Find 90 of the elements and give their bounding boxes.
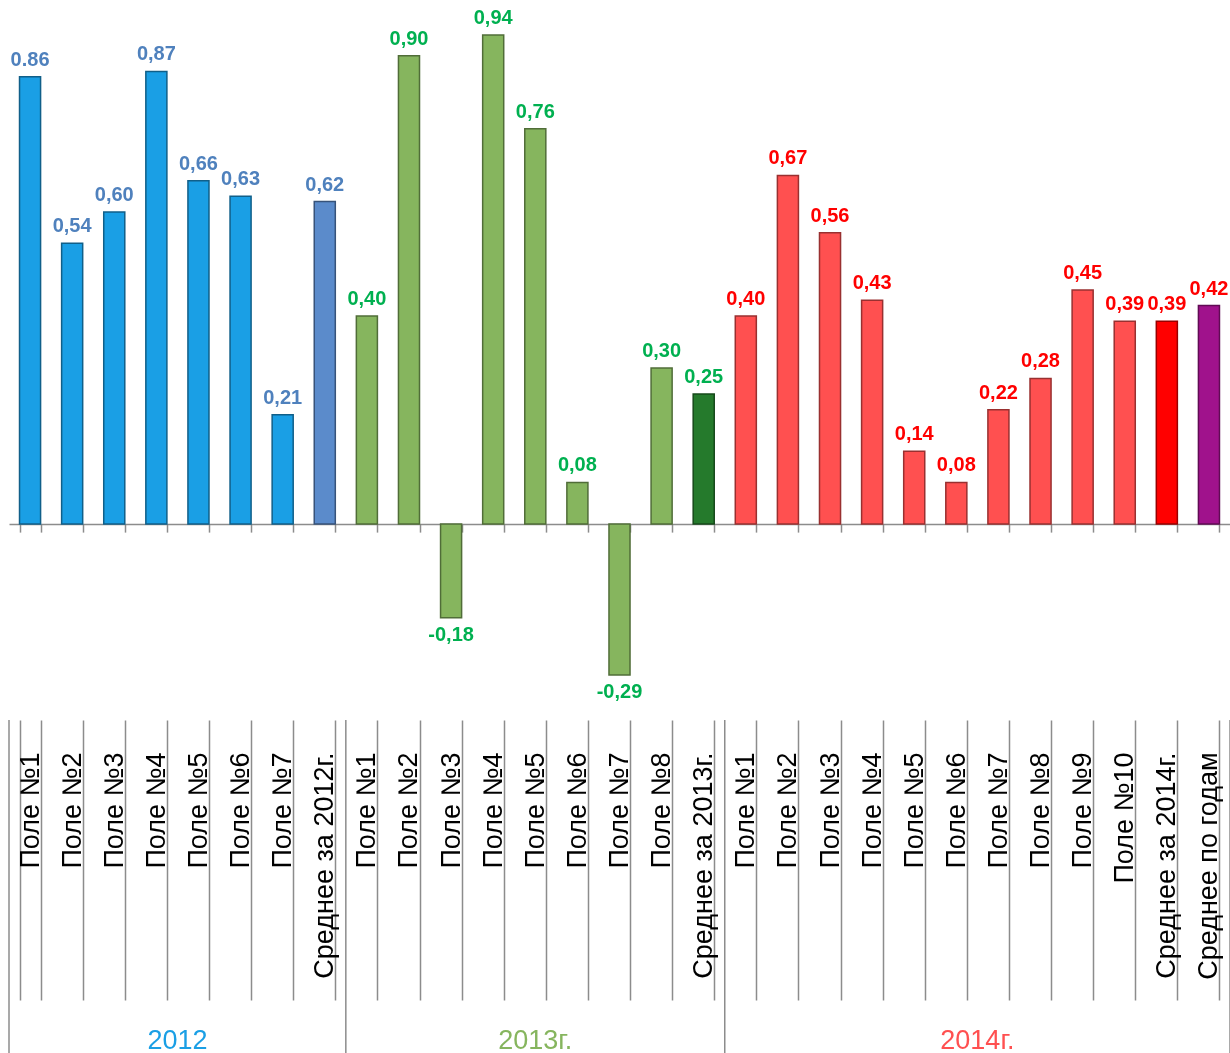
data-label: 0,30: [642, 339, 682, 362]
data-label: 0,87: [136, 42, 176, 65]
data-label: 0,22: [978, 380, 1018, 403]
bar: [18, 75, 42, 525]
bar: [902, 450, 926, 525]
bar: [355, 315, 379, 525]
x-tick-label: Поле №6: [561, 752, 592, 869]
data-label: 0,45: [1063, 260, 1103, 283]
data-label: 0,66: [179, 151, 218, 174]
bar: [608, 523, 631, 676]
data-label: 0,67: [768, 146, 808, 169]
data-label: 0,56: [810, 203, 850, 226]
x-tick-label: Поле №4: [477, 752, 508, 869]
data-label: 0,63: [221, 167, 261, 190]
data-label: 0,14: [894, 422, 935, 445]
text: 2012: [147, 1025, 208, 1053]
bar: [187, 179, 210, 525]
text: 2014г.: [940, 1025, 1015, 1053]
x-tick-label: Поле №8: [646, 752, 677, 869]
bar: [439, 523, 463, 619]
x-tick-label: Поле №2: [393, 752, 424, 869]
bar: [1113, 320, 1137, 525]
data-label: 0,40: [726, 286, 766, 309]
bar: [987, 408, 1010, 525]
data-label: 0,42: [1189, 276, 1229, 299]
data-label: -0,18: [428, 622, 474, 645]
bar: [313, 200, 337, 525]
data-label: 0,39: [1105, 292, 1145, 315]
bar: [524, 127, 547, 525]
x-tick-label: Поле №1: [14, 752, 45, 869]
x-tick-label: Поле №5: [519, 752, 550, 869]
bar: [145, 70, 168, 525]
bar: [1071, 289, 1094, 525]
data-label: 0,40: [347, 286, 387, 309]
x-tick-label: Поле №5: [898, 752, 929, 869]
bar: [1155, 320, 1179, 525]
x-tick-label: Поле №3: [435, 752, 466, 869]
x-tick-label: Поле №4: [140, 752, 171, 869]
data-label: 0,08: [936, 453, 976, 476]
bar: [734, 315, 758, 525]
x-tick-label: Поле №5: [182, 752, 213, 869]
bar: [566, 481, 589, 525]
bar: [945, 481, 968, 525]
bar: [692, 393, 715, 525]
bar: [271, 414, 294, 525]
bar: [818, 231, 842, 525]
x-tick-label: Поле №3: [814, 752, 845, 869]
data-label: 0,94: [473, 6, 514, 28]
bar: [102, 211, 126, 525]
x-tick-label: Поле №7: [267, 752, 298, 869]
data-label: 0,90: [389, 26, 429, 49]
x-tick-label: Поле №1: [730, 752, 761, 869]
x-tick-label: Поле №9: [1067, 752, 1098, 869]
data-label: 0,76: [515, 99, 555, 122]
bar: [1029, 377, 1052, 525]
bar: [229, 195, 252, 525]
bar: [776, 174, 800, 525]
x-tick-label: Среднее по годам: [1193, 752, 1224, 980]
x-tick-label: Поле №6: [940, 752, 971, 869]
x-tick-label: Поле №4: [856, 752, 887, 869]
x-tick-label: Среднее за 2013г.: [688, 752, 719, 979]
data-label: 0,28: [1021, 349, 1060, 372]
bar: [481, 34, 505, 525]
bar: [60, 242, 84, 525]
x-tick-label: Поле №6: [225, 752, 256, 869]
data-label: 0,39: [1147, 292, 1187, 315]
x-tick-label: Поле №1: [351, 752, 382, 869]
text: 2013г.: [498, 1025, 573, 1053]
x-tick-label: Поле №2: [56, 752, 87, 869]
x-tick-label: Поле №7: [604, 752, 634, 869]
bar: [397, 55, 421, 525]
data-label: 0,08: [557, 453, 597, 476]
data-label: 0,43: [852, 271, 892, 294]
x-tick-label: Поле №8: [1025, 752, 1056, 869]
bar: [860, 299, 884, 525]
data-label: 0,21: [263, 385, 303, 408]
data-label: -0,29: [596, 680, 643, 702]
x-tick-label: Среднее за 2014г.: [1151, 752, 1182, 979]
bar: [650, 367, 673, 525]
data-label: 0,54: [52, 214, 93, 237]
bar: [1197, 304, 1221, 525]
x-tick-label: Поле №3: [98, 752, 129, 869]
x-tick-label: Поле №10: [1109, 752, 1140, 884]
data-label: 0,60: [94, 182, 134, 205]
x-tick-label: Поле №2: [772, 752, 803, 869]
data-label: 0.86: [10, 47, 50, 70]
x-tick-label: Среднее за 2012г.: [309, 752, 340, 979]
data-label: 0,62: [305, 172, 345, 195]
data-label: 0,25: [684, 365, 724, 388]
x-tick-label: Поле №7: [982, 752, 1013, 869]
